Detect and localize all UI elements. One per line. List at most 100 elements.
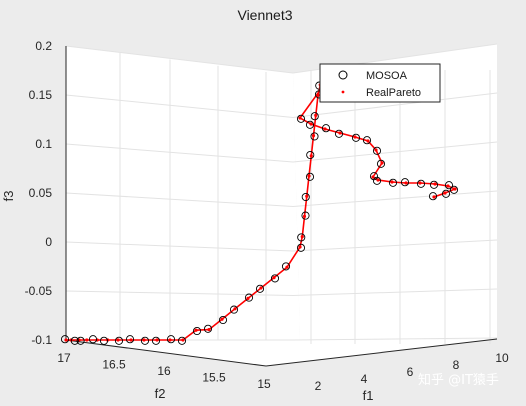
- mosoa-point: [255, 284, 265, 293]
- realpareto-point: [376, 178, 380, 182]
- realpareto-point: [220, 317, 224, 321]
- gridline-z: [292, 288, 498, 296]
- mosoa-point: [301, 192, 310, 202]
- mosoa-point: [400, 178, 410, 187]
- mosoa-point: [151, 336, 161, 345]
- realpareto-point: [116, 338, 120, 342]
- mosoa-point: [203, 324, 213, 333]
- realpareto-point: [64, 338, 68, 342]
- mosoa-point: [310, 112, 319, 121]
- realpareto-point: [272, 276, 276, 280]
- realpareto-point: [314, 113, 318, 117]
- legend-marker-mosoa: [338, 70, 348, 80]
- mosoa-point: [362, 136, 372, 145]
- realpareto-point: [233, 307, 237, 311]
- mosoa-point: [270, 274, 280, 283]
- mosoa-point: [70, 336, 79, 345]
- axes-back-wall-left: [66, 46, 300, 340]
- realpareto-point: [309, 122, 313, 126]
- mosoa-point: [441, 189, 451, 198]
- mosoa-point: [305, 172, 315, 181]
- z-tick-label: 0: [45, 235, 52, 249]
- realpareto-point: [246, 296, 250, 300]
- realpareto-point: [390, 180, 394, 184]
- x-tick-label: 2: [315, 379, 322, 393]
- z-tick-label: 0.2: [35, 39, 52, 53]
- watermark-text: 知乎 @IT猿手: [418, 372, 499, 388]
- realpareto-point: [338, 131, 342, 135]
- y-tick-label: 17: [57, 351, 71, 365]
- mosoa-point: [244, 293, 254, 302]
- x-axis-ticks: 2 4 6 8 10: [315, 351, 509, 393]
- mosoa-point: [351, 133, 361, 142]
- gridline-z: [65, 143, 294, 163]
- series-realpareto: [64, 72, 458, 342]
- z-tick-label: 0.15: [29, 88, 53, 102]
- series-mosoa: [60, 71, 459, 345]
- z-tick-label: -0.1: [31, 333, 52, 347]
- mosoa-point: [372, 176, 382, 185]
- mosoa-point: [99, 336, 109, 345]
- mosoa-point: [140, 336, 150, 345]
- legend-label-mosoa: MOSOA: [366, 70, 408, 82]
- realpareto-point: [207, 328, 211, 332]
- z-axis-ticks: 0.2 0.15 0.1 0.05 0 -0.05 -0.1: [25, 39, 53, 347]
- legend: MOSOA RealPareto: [319, 63, 441, 103]
- realpareto-point: [142, 338, 146, 342]
- gridline-z: [65, 290, 294, 296]
- x-tick-label: 6: [407, 365, 414, 379]
- y-tick-label: 16.5: [102, 358, 126, 372]
- realpareto-point: [366, 139, 370, 143]
- mosoa-point: [444, 181, 454, 190]
- mosoa-point: [428, 192, 438, 201]
- realpareto-point: [374, 148, 378, 152]
- x-tick-label: 10: [495, 351, 509, 365]
- realpareto-point: [259, 286, 263, 290]
- y-tick-label: 15: [257, 377, 271, 391]
- realpareto-point: [302, 214, 307, 218]
- gridline-z: [292, 239, 498, 252]
- mosoa-point: [388, 178, 398, 187]
- mosoa-point: [306, 150, 315, 160]
- realpareto-point: [323, 127, 327, 131]
- gridline-z: [65, 45, 294, 74]
- y-axis-label: f2: [155, 386, 166, 401]
- realpareto-point: [181, 338, 185, 342]
- realpareto-point: [168, 338, 172, 342]
- mosoa-point: [88, 335, 98, 344]
- x-axis-label: f1: [363, 388, 374, 403]
- y-tick-label: 15.5: [202, 371, 226, 385]
- mosoa-point: [281, 262, 291, 271]
- realpareto-point: [298, 245, 302, 249]
- realpareto-point: [309, 154, 313, 158]
- x-tick-label: 4: [361, 372, 368, 386]
- axes-back-wall-right: [293, 44, 497, 340]
- realpareto-point: [300, 235, 304, 239]
- realpareto-point: [353, 135, 357, 139]
- realpareto-point: [155, 338, 159, 342]
- realpareto-point: [305, 194, 309, 198]
- mosoa-point: [60, 335, 70, 344]
- gridline-z: [65, 192, 294, 207]
- realpareto-point: [285, 265, 289, 269]
- realpareto-point: [307, 174, 311, 178]
- mosoa-point: [376, 159, 386, 168]
- z-tick-label: -0.05: [25, 284, 53, 298]
- realpareto-point: [129, 338, 133, 342]
- realpareto-point: [194, 328, 198, 332]
- mosoa-point: [218, 315, 228, 325]
- mosoa-point: [114, 336, 124, 345]
- realpareto-point: [433, 182, 437, 186]
- y-axis-ticks: 17 16.5 16 15.5 15: [57, 351, 271, 391]
- mosoa-point: [449, 185, 459, 194]
- gridline-z: [292, 337, 498, 341]
- realpareto-point: [404, 181, 408, 185]
- chart-title: Viennet3: [237, 7, 292, 23]
- realpareto-point: [418, 181, 422, 185]
- realpareto-point: [371, 175, 375, 179]
- realpareto-point: [316, 93, 320, 97]
- axis-frame: [65, 46, 498, 367]
- mosoa-point: [125, 335, 135, 344]
- mosoa-point: [301, 211, 310, 220]
